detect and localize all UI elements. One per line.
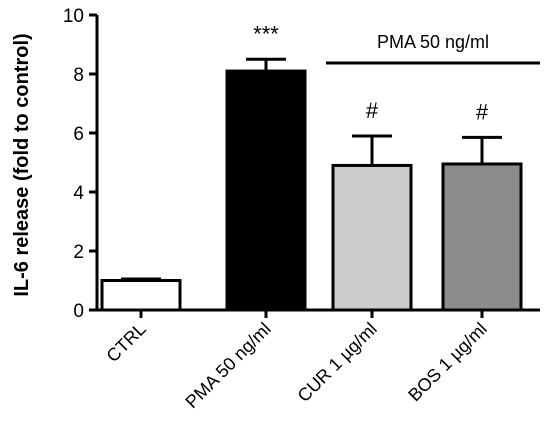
x-tick-label: PMA 50 ng/ml <box>181 319 274 412</box>
y-tick-label: 10 <box>63 6 84 27</box>
bar <box>441 162 523 312</box>
bracket-label: PMA 50 ng/ml <box>377 32 489 52</box>
y-tick-label: 0 <box>73 301 84 322</box>
x-tick-label: BOS 1 µg/ml <box>404 319 491 406</box>
x-tick-label: CTRL <box>102 319 149 366</box>
x-tick-label: CUR 1 µg/ml <box>294 319 381 406</box>
bar <box>225 69 307 312</box>
y-tick-label: 4 <box>73 183 84 204</box>
bar <box>331 163 413 312</box>
treatment-bracket: PMA 50 ng/ml <box>326 32 540 65</box>
x-axis: CTRL PMA 50 ng/ml CUR 1 µg/ml BOS 1 µg/ml <box>97 308 540 412</box>
y-axis: 0 2 4 6 8 10 <box>63 6 99 322</box>
y-tick-label: 8 <box>73 65 84 86</box>
significance-marker: # <box>476 99 489 124</box>
significance-marker: *** <box>253 21 279 46</box>
significance-annotations: *** # # <box>253 21 489 124</box>
significance-marker: # <box>366 98 379 123</box>
error-bars <box>121 57 502 281</box>
y-tick-label: 2 <box>73 242 84 263</box>
bars <box>100 69 523 312</box>
y-axis-label: IL-6 release (fold to control) <box>11 33 33 296</box>
bar <box>100 279 182 312</box>
y-tick-label: 6 <box>73 124 84 145</box>
